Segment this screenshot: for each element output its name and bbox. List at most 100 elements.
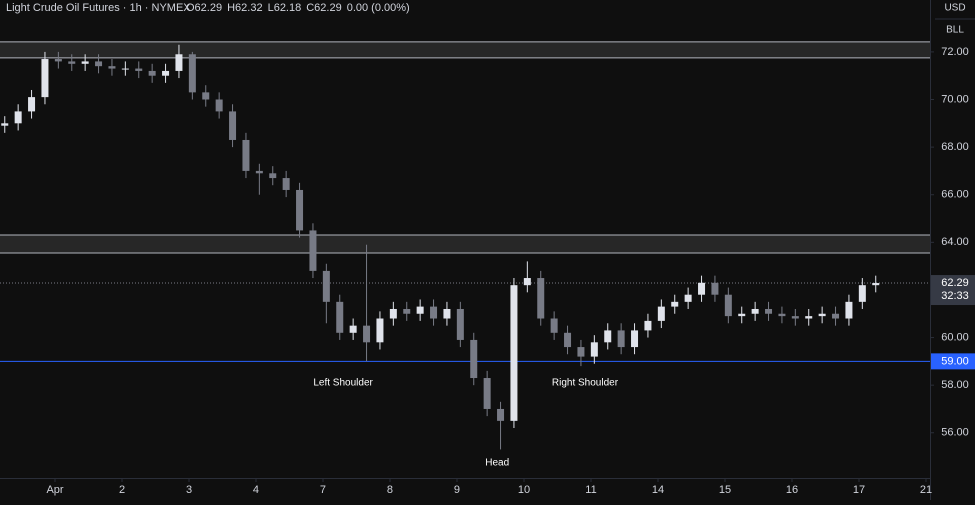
candle-body [778,313,786,317]
y-tick-label: 70.00 [941,93,969,105]
annotation: Right Shoulder [552,378,619,389]
y-tick-label: 60.00 [941,331,969,343]
candle-body [269,173,277,179]
candle-body [711,282,719,295]
candle-body [215,99,223,112]
candle-body [858,285,866,302]
candle-body [631,330,639,348]
candle-body [363,325,371,343]
x-tick-label: 21 [920,484,932,496]
zone [0,41,930,58]
candle-body [135,68,143,71]
candle-body [483,378,491,409]
candle-body [229,111,237,140]
candle-body [162,70,170,76]
candle-body [28,97,36,112]
candle-body [95,61,103,67]
candle-body [644,320,652,331]
candle-body [255,170,263,174]
x-tick-label: 2 [119,484,125,496]
candle-body [282,178,290,190]
support-label: 59.00 [941,355,969,367]
candle-body [845,301,853,319]
candle-body [497,408,505,421]
x-tick-label: 8 [387,484,393,496]
candle-body [322,270,330,302]
candle-body [684,294,692,302]
candle-body [805,316,813,319]
candle-body [416,306,424,314]
candle-body [751,308,759,314]
candle-body [577,347,585,357]
y-tick-label: 72.00 [941,46,969,58]
annotation: Head [485,458,509,469]
candle-body [604,330,612,343]
candle-body [121,68,129,70]
candle-body [738,313,746,317]
last-price-label: 62.29 [941,277,969,289]
x-tick-label: 3 [186,484,192,496]
candle-body [188,54,196,93]
candle-body [564,332,572,348]
candle-body [537,278,545,319]
annotation: Left Shoulder [313,378,373,389]
candle-body [242,139,250,171]
candle-body [791,316,799,319]
y-tick-label: 64.00 [941,236,969,248]
candle-body [403,308,411,314]
candle-body [523,278,531,286]
candle-body [617,330,625,348]
candle-body [510,285,518,421]
x-tick-label: 16 [786,484,798,496]
candle-body [671,301,679,307]
candle-body [456,308,464,340]
candle-body [590,342,598,357]
y-tick-label: 56.00 [941,427,969,439]
candle-body [68,61,76,64]
x-tick-label: 10 [518,484,530,496]
candle-body [430,306,438,319]
ohlc-value: 0.00 (0.00%) [347,2,410,14]
y-tick-label: 68.00 [941,141,969,153]
ohlc-value: O62.29 [186,2,222,14]
x-tick-label: 15 [719,484,731,496]
candle-body [336,301,344,333]
chart-title: Light Crude Oil Futures · 1h · NYMEX [6,2,191,14]
candle-body [443,308,451,319]
candle-body [832,313,840,319]
ohlc-value: L62.18 [268,2,302,14]
x-tick-label: 14 [652,484,664,496]
last-price-box [931,275,975,306]
candle-body [872,283,880,286]
x-tick-label: 7 [320,484,326,496]
candle-body [54,59,62,62]
candle-body [175,54,183,71]
x-tick-label: 4 [253,484,259,496]
candle-body [148,70,156,76]
x-tick-label: Apr [46,484,63,496]
candle-body [202,92,210,100]
candle-body [657,306,665,321]
unit[interactable]: BLL [946,25,964,36]
candle-body [818,313,826,317]
candle-body [349,325,357,333]
ohlc-value: C62.29 [306,2,341,14]
candle-body [470,339,478,379]
countdown: 32:33 [941,290,969,302]
candle-body [376,318,384,343]
y-tick-label: 66.00 [941,189,969,201]
candle-body [14,111,22,124]
zone [0,234,930,254]
x-tick-label: 17 [853,484,865,496]
candle-body [698,282,706,295]
y-tick-label: 58.00 [941,379,969,391]
x-tick-label: 9 [454,484,460,496]
candle-body [765,308,773,314]
x-tick-label: 11 [585,484,596,496]
candle-body [309,230,317,271]
candle-body [108,66,116,69]
candle-body [81,61,89,64]
currency[interactable]: USD [944,3,965,14]
